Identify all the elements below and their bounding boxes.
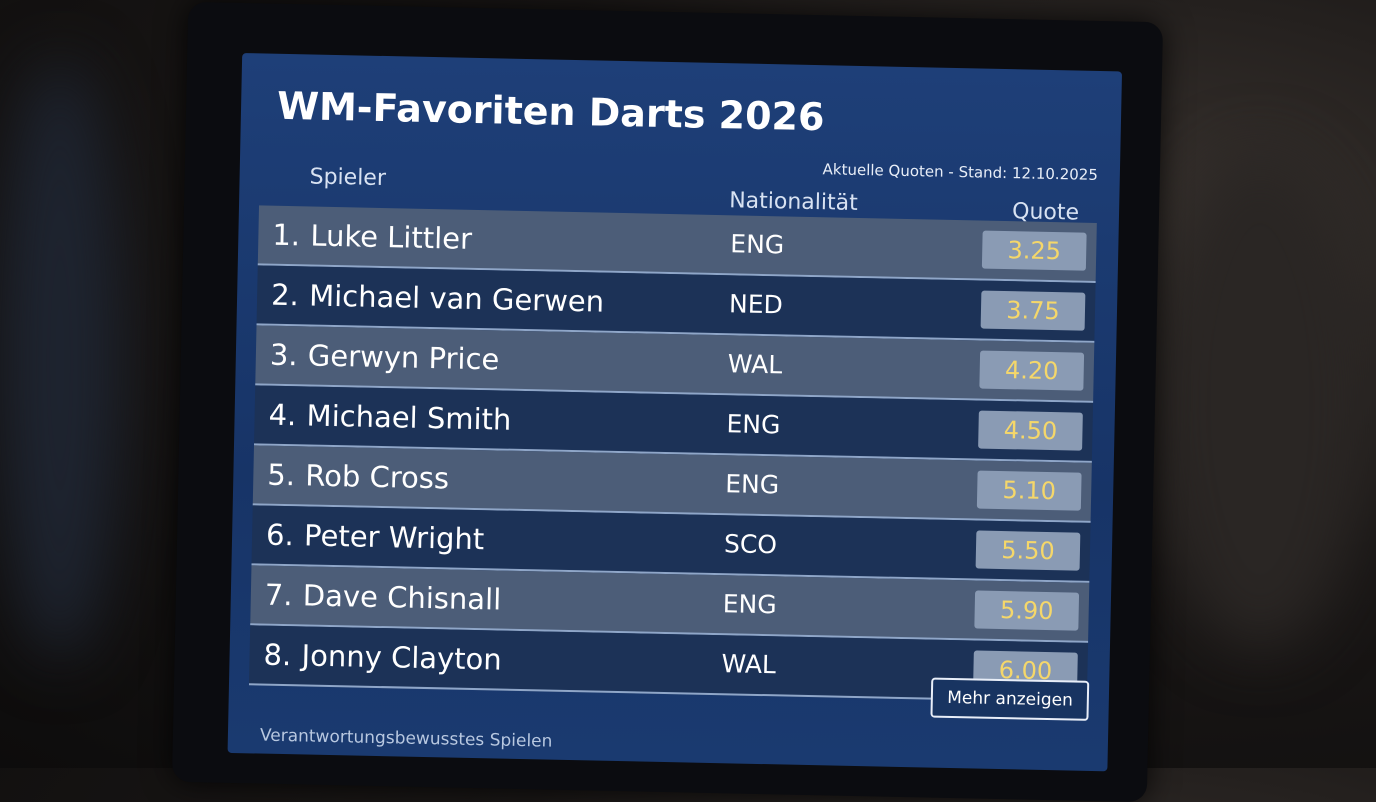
player-name: Jonny Clayton: [301, 638, 503, 677]
nationality: ENG: [722, 589, 777, 620]
rank: 8.: [263, 637, 292, 673]
more-button[interactable]: Mehr anzeigen: [930, 677, 1090, 721]
rank: 6.: [265, 517, 295, 553]
odds: 5.50: [975, 530, 1081, 571]
nationality: ENG: [730, 229, 785, 260]
title: WM-Favoriten Darts 2026: [276, 83, 825, 140]
footer: Verantwortungsbewusstes Spielen: [259, 725, 553, 752]
nationality: SCO: [723, 529, 778, 560]
monitor: WM-Favoriten Darts 2026 Aktuelle Quoten …: [171, 1, 1164, 802]
nationality: ENG: [724, 469, 780, 500]
player-name: Peter Wright: [303, 518, 485, 557]
rank: 7.: [264, 577, 293, 613]
player-name: Luke Littler: [310, 218, 473, 256]
nationality: ENG: [726, 409, 781, 440]
column-header: Spieler: [309, 164, 387, 192]
screen: WM-Favoriten Darts 2026 Aktuelle Quoten …: [227, 53, 1123, 772]
background-person: [0, 60, 120, 660]
column-header: Nationalität: [728, 188, 858, 216]
subtitle: Aktuelle Quoten - Stand: 12.10.2025: [822, 160, 1099, 184]
player-name: Michael van Gerwen: [308, 278, 605, 319]
rank: 5.: [267, 457, 296, 493]
nationality: WAL: [727, 349, 783, 380]
odds: 3.75: [980, 290, 1086, 331]
rank: 3.: [269, 337, 298, 373]
background-person: [1150, 150, 1370, 650]
odds: 5.10: [976, 470, 1082, 511]
nationality: NED: [728, 289, 784, 320]
rank: 4.: [268, 397, 297, 433]
rank: 1.: [272, 217, 301, 253]
rank: 2.: [270, 277, 300, 313]
odds: 4.50: [978, 410, 1083, 451]
player-name: Michael Smith: [306, 398, 512, 437]
player-name: Dave Chisnall: [302, 578, 502, 617]
player-name: Gerwyn Price: [307, 338, 500, 377]
odds: 4.20: [979, 350, 1085, 391]
odds: 5.90: [974, 590, 1080, 631]
nationality: WAL: [721, 649, 777, 680]
odds: 3.25: [981, 230, 1087, 271]
table: 1. Luke Littler ENG 3.25 2. Michael van Gerwe…: [242, 53, 1122, 703]
player-name: Rob Cross: [305, 458, 450, 496]
